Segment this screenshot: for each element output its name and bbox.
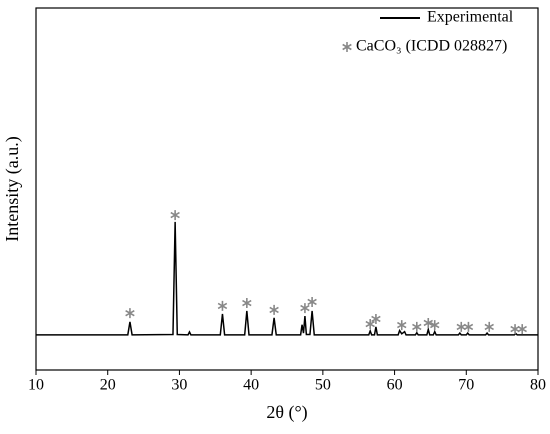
peak-marker: [170, 210, 180, 221]
legend-label: CaCO₃ (ICDD 028827): [356, 38, 507, 55]
peak-marker: [463, 321, 474, 332]
peak-marker: [484, 321, 494, 332]
x-axis-label: 2θ (°): [266, 402, 307, 423]
spectrum-line: [36, 221, 538, 336]
x-tick-label: 40: [243, 377, 259, 394]
peak-marker: [430, 320, 440, 331]
peak-marker: [371, 313, 381, 324]
x-tick-label: 20: [100, 377, 116, 394]
x-tick-label: 80: [530, 377, 546, 394]
plot-frame: [35, 7, 539, 371]
peak-marker: [269, 304, 279, 315]
y-axis-label: Intensity (a.u.): [2, 136, 23, 241]
x-tick-label: 70: [458, 377, 474, 394]
peak-marker: [397, 320, 407, 331]
x-tick-label: 50: [315, 377, 331, 394]
peak-marker: [510, 324, 520, 335]
peak-marker: [307, 296, 317, 307]
peak-marker: [242, 298, 252, 309]
x-tick-label: 10: [28, 377, 44, 394]
legend-label: Experimental: [427, 9, 514, 26]
peak-marker: [300, 303, 310, 314]
peak-marker: [365, 319, 375, 330]
peak-marker: [412, 321, 422, 332]
peak-marker: [217, 300, 228, 311]
legend-swatch: [342, 42, 352, 52]
peak-marker: [125, 308, 135, 319]
peak-marker: [423, 317, 434, 328]
peak-marker: [517, 324, 527, 335]
x-tick-label: 30: [171, 377, 187, 394]
peak-marker: [456, 321, 466, 332]
x-tick-label: 60: [387, 377, 403, 394]
